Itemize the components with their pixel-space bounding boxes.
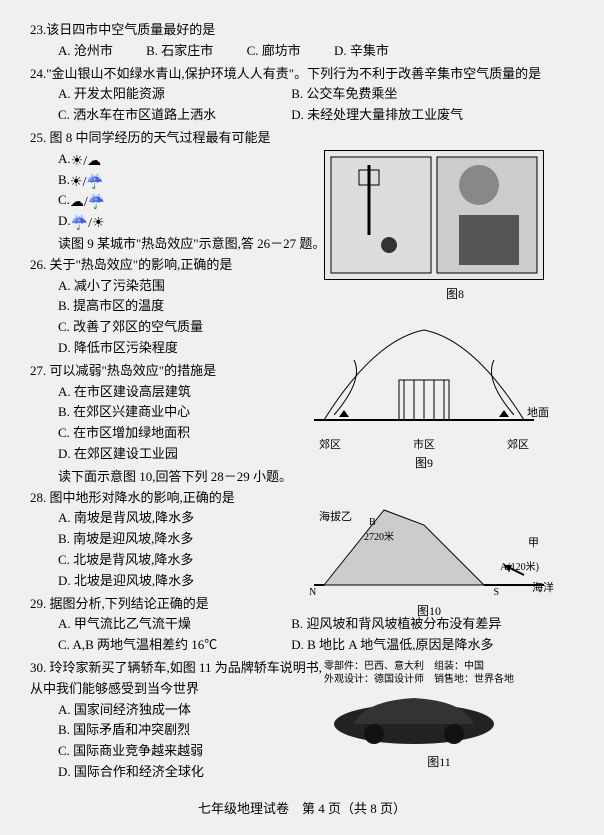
q25-options: A.☀/☁ B.☀/☔ C.☁/☔ D.☔/☀ [30,149,330,232]
q24-opt-b: B. 公交车免费乘坐 [291,84,397,105]
q23-text: 23.该日四市中空气质量最好的是 [30,20,574,41]
basketball-scene-icon [329,155,539,275]
rain-sun-icon: ☔/☀ [71,213,111,231]
figure-11-diagram: 零部件：巴西、意大利 组装：中国 外观设计：德国设计师 销售地：世界各地 图11 [324,660,554,760]
figure-10-diagram: B 海拔乙 2720米 甲 A(120米) 海洋 N S 图10 [304,490,554,620]
intro-28-29: 读下面示意图 10,回答下列 28－29 小题。 [30,467,330,488]
question-23: 23.该日四市中空气质量最好的是 A. 沧州市 B. 石家庄市 C. 廊坊市 D… [30,20,574,62]
q28-opt-c: C. 北坡是背风坡,降水多 [58,550,330,571]
q26-opt-d: D. 降低市区污染程度 [58,338,330,359]
q24-opt-d: D. 未经处理大量排放工业废气 [291,105,463,126]
q29-opt-d: D. B 地比 A 地气温低,原因是降水多 [291,635,493,656]
cloud-rain-icon: ☁/☔ [70,192,110,210]
q27-opt-d: D. 在郊区建设工业园 [58,444,330,465]
figure-10-label: 图10 [304,602,554,621]
fig9-city: 市区 [413,437,435,455]
q27-options: A. 在市区建设高层建筑 B. 在郊区兴建商业中心 C. 在市区增加绿地面积 D… [30,382,330,465]
question-28: 28. 图中地形对降水的影响,正确的是 A. 南坡是背风坡,降水多 B. 南坡是… [30,488,330,592]
intro-26-27: 读图 9 某城市"热岛效应"示意图,答 26－27 题。 [30,234,330,255]
fig10-a: A(120米) [500,560,539,576]
q23-opt-c: C. 廊坊市 [247,41,301,62]
q30-options: A. 国家间经济独成一体 B. 国际矛盾和冲突剧烈 C. 国际商业竞争越来越弱 … [30,700,330,783]
question-24: 24."金山银山不如绿水青山,保护环境人人有责"。下列行为不利于改善辛集市空气质… [30,64,574,126]
fig10-jia: 甲 [528,535,539,553]
q27-opt-c: C. 在市区增加绿地面积 [58,423,330,444]
svg-text:B: B [369,517,376,528]
q30-opt-d: D. 国际合作和经济全球化 [58,762,330,783]
q26-options: A. 减小了污染范围 B. 提高市区的温度 C. 改善了郊区的空气质量 D. 降… [30,276,330,359]
q26-text: 26. 关于"热岛效应"的影响,正确的是 [30,255,330,276]
question-27: 27. 可以减弱"热岛效应"的措施是 A. 在市区建设高层建筑 B. 在郊区兴建… [30,361,330,465]
q28-opt-b: B. 南坡是迎风坡,降水多 [58,529,330,550]
q27-opt-b: B. 在郊区兴建商业中心 [58,402,330,423]
sun-rain-icon: ☀/☔ [70,172,110,190]
q26-opt-c: C. 改善了郊区的空气质量 [58,317,330,338]
q30-opt-c: C. 国际商业竞争越来越弱 [58,741,330,762]
q23-opt-a: A. 沧州市 [58,41,113,62]
fig10-height: 2720米 [364,530,394,546]
q30-text: 30. 玲玲家新买了辆轿车,如图 11 为品牌轿车说明书,从中我们能够感受到当今… [30,658,330,700]
q24-opt-a: A. 开发太阳能资源 [58,84,258,105]
question-30: 30. 玲玲家新买了辆轿车,如图 11 为品牌轿车说明书,从中我们能够感受到当今… [30,658,330,783]
fig10-n: N [309,585,316,601]
q25-opt-b: B.☀/☔ [58,170,330,191]
q27-text: 27. 可以减弱"热岛效应"的措施是 [30,361,330,382]
fig9-suburb2: 郊区 [507,437,529,455]
q23-options: A. 沧州市 B. 石家庄市 C. 廊坊市 D. 辛集市 [30,41,574,62]
fig10-s: S [493,585,499,601]
car-icon [324,686,504,746]
q23-opt-b: B. 石家庄市 [146,41,213,62]
q23-opt-d: D. 辛集市 [334,41,389,62]
figure-11-label: 图11 [324,753,554,772]
q27-opt-a: A. 在市区建设高层建筑 [58,382,330,403]
q25-text: 25. 图 8 中同学经历的天气过程最有可能是 [30,128,574,149]
fig10-ocean: 海洋 [532,580,554,598]
q28-opt-a: A. 南坡是背风坡,降水多 [58,508,330,529]
q24-options: A. 开发太阳能资源 B. 公交车免费乘坐 C. 洒水车在市区道路上洒水 D. … [30,84,574,126]
fig10-elev-b-svg: 海拔乙 [319,509,352,523]
q30-opt-b: B. 国际矛盾和冲突剧烈 [58,720,330,741]
heat-island-icon [304,320,544,430]
q28-options: A. 南坡是背风坡,降水多 B. 南坡是迎风坡,降水多 C. 北坡是背风坡,降水… [30,508,330,591]
q29-opt-c: C. A,B 两地气温相差约 16℃ [58,635,258,656]
sun-cloud-icon: ☀/☁ [71,151,111,169]
q26-opt-a: A. 减小了污染范围 [58,276,330,297]
figure-9-diagram: 郊区 市区 郊区 地面 图9 [304,320,544,450]
q29-opt-a: A. 甲气流比乙气流干燥 [58,614,258,635]
question-26: 26. 关于"热岛效应"的影响,正确的是 A. 减小了污染范围 B. 提高市区的… [30,255,330,359]
figure-8-label: 图8 [446,285,464,304]
q26-opt-b: B. 提高市区的温度 [58,296,330,317]
fig11-text1: 零部件：巴西、意大利 组装：中国 [324,660,554,673]
fig11-text2: 外观设计：德国设计师 销售地：世界各地 [324,673,554,686]
q28-opt-d: D. 北坡是迎风坡,降水多 [58,571,330,592]
fig9-suburb1: 郊区 [319,437,341,455]
q25-opt-c: C.☁/☔ [58,190,330,211]
q24-opt-c: C. 洒水车在市区道路上洒水 [58,105,258,126]
q25-opt-d: D.☔/☀ [58,211,330,232]
figure-9-label: 图9 [304,454,544,473]
fig9-ground: 地面 [527,405,549,423]
page-footer: 七年级地理试卷 第 4 页（共 8 页） [0,799,604,820]
q24-text: 24."金山银山不如绿水青山,保护环境人人有责"。下列行为不利于改善辛集市空气质… [30,64,574,85]
q28-text: 28. 图中地形对降水的影响,正确的是 [30,488,330,509]
figure-8-image [324,150,544,280]
q25-opt-a: A.☀/☁ [58,149,330,170]
q30-opt-a: A. 国家间经济独成一体 [58,700,330,721]
mountain-icon: B 海拔乙 [304,490,554,600]
